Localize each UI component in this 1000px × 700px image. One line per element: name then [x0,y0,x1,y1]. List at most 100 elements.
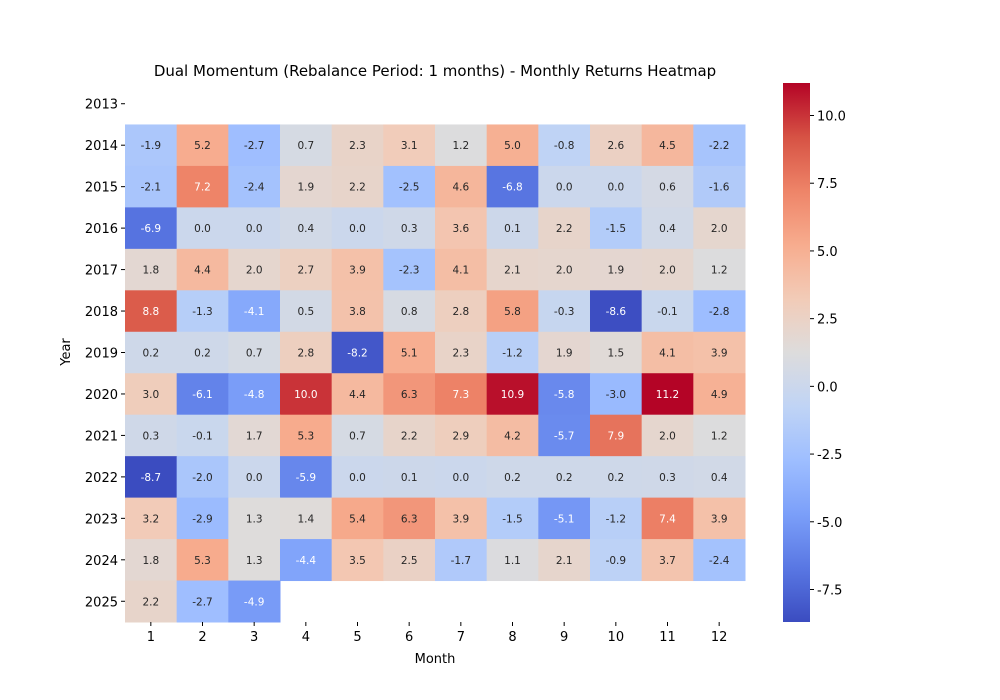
heatmap-cell [176,580,229,623]
heatmap-cell [641,124,694,167]
cell-value: 0.7 [246,348,263,360]
heatmap-cell [176,207,229,250]
heatmap-cell [693,539,746,582]
heatmap-cell [125,414,178,457]
heatmap-cell [383,331,436,374]
heatmap-cell [486,124,539,167]
colorbar-tick-label: 2.5 [817,313,838,328]
cell-value: -2.3 [399,265,420,277]
heatmap-cell [486,165,539,208]
y-tick-label: 2019 [85,347,118,362]
heatmap-cell [590,539,643,582]
cell-value: 2.9 [452,430,469,442]
heatmap-cell [331,207,384,250]
y-tick-label: 2013 [85,98,118,113]
heatmap-cell [331,414,384,457]
colorbar-ticks: -7.5 -5.0 -2.5 0.0 2.5 5.0 7.5 10.0 [810,110,846,598]
x-tick-label: 1 [147,630,155,645]
cell-value: -1.7 [451,555,472,567]
heatmap-cell [641,539,694,582]
colorbar-tick-label: -2.5 [817,448,842,463]
heatmap-cell [331,165,384,208]
heatmap-cell [280,248,333,291]
heatmap-cell [331,124,384,167]
heatmap-cell [383,290,436,333]
heatmap-cell [693,414,746,457]
cell-value: -1.6 [709,182,730,194]
heatmap-cell [641,373,694,416]
cell-value: 0.3 [659,472,676,484]
heatmap-cell [693,124,746,167]
cell-value: 0.4 [659,223,676,235]
y-tick-label: 2017 [85,264,118,279]
heatmap-cell [435,414,488,457]
heatmap-cell [641,165,694,208]
heatmap-cell [486,248,539,291]
heatmap-cell [693,207,746,250]
cell-value: -5.9 [296,472,317,484]
cell-value: 0.0 [194,223,211,235]
heatmap-cell [176,331,229,374]
heatmap-cell [383,248,436,291]
heatmap-cell [590,373,643,416]
cell-value: 1.9 [556,348,573,360]
heatmap-cell [435,539,488,582]
heatmap-cell [280,331,333,374]
heatmap-cell [280,165,333,208]
heatmap-cell [280,373,333,416]
cell-value: -5.1 [554,513,575,525]
heatmap-cell [435,373,488,416]
cell-value: 0.1 [401,472,418,484]
cell-value: -5.7 [554,430,575,442]
heatmap-cell [590,414,643,457]
heatmap-cell [228,165,281,208]
cell-value: 6.3 [401,389,418,401]
cell-value: 0.4 [297,223,314,235]
heatmap-cell [693,331,746,374]
cell-value: 1.4 [297,513,314,525]
cell-value: -2.5 [399,182,420,194]
heatmap-cell [228,248,281,291]
heatmap-cell [383,165,436,208]
cell-value: 3.8 [349,306,366,318]
cell-value: 3.6 [452,223,469,235]
heatmap-cell [176,124,229,167]
heatmap-cell [331,290,384,333]
heatmap-cell [486,207,539,250]
cell-value: 3.1 [401,140,418,152]
heatmap-cell [435,331,488,374]
cell-value: 7.2 [194,182,211,194]
colorbar [783,83,810,622]
heatmap-cell [383,373,436,416]
cell-value: 2.7 [297,265,314,277]
colorbar-tick-label: 0.0 [817,380,838,395]
cell-value: 2.0 [711,223,728,235]
cell-value: -2.0 [192,472,213,484]
cell-value: 0.3 [142,430,159,442]
cell-value: 0.0 [349,472,366,484]
cell-value: 2.2 [401,430,418,442]
heatmap-cell [693,456,746,499]
x-tick-label: 12 [711,630,728,645]
cell-value: 2.2 [349,182,366,194]
heatmap-cell [538,539,591,582]
cell-value: 1.8 [142,555,159,567]
x-tick-label: 7 [457,630,465,645]
heatmap-cell [125,207,178,250]
heatmap-cell [280,124,333,167]
cell-value: 2.5 [401,555,418,567]
cell-value: 0.0 [349,223,366,235]
cell-value: 1.9 [607,265,624,277]
heatmap-cell [176,248,229,291]
cell-value: 10.0 [294,389,317,401]
y-tick-label: 2025 [85,595,118,610]
heatmap-cell [590,207,643,250]
heatmap-cell [331,373,384,416]
heatmap-cell [176,373,229,416]
x-tick-label: 11 [659,630,676,645]
heatmap-cell [590,248,643,291]
heatmap-cell [590,497,643,540]
heatmap-cell [228,497,281,540]
heatmap-cell [176,414,229,457]
